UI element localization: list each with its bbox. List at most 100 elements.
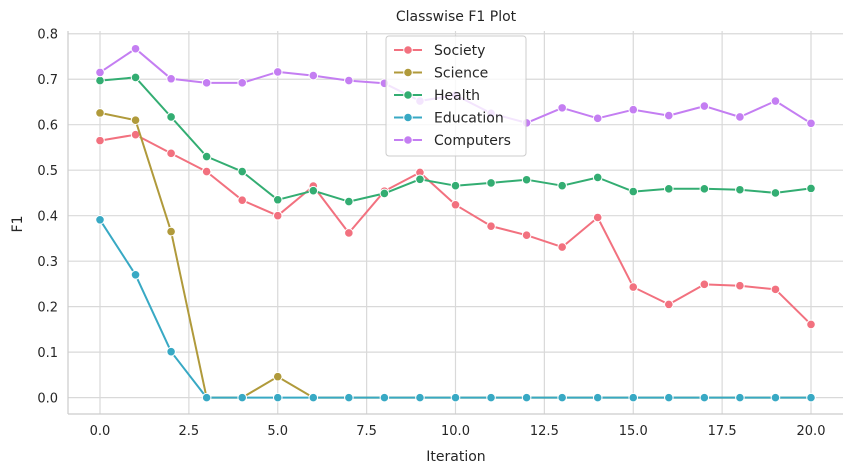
- data-point-health: [592, 172, 603, 183]
- data-point-computers: [770, 96, 781, 106]
- tick-labels: 0.0 2.5 5.0 7.5 10.0 12.5 15.0 17.5 20.0 0.0 0.1 0.…: [37, 28, 825, 439]
- data-point-health: [699, 184, 710, 194]
- data-point-education: [628, 392, 639, 403]
- data-point-health: [557, 180, 567, 191]
- legend-item-society: Society: [394, 43, 485, 59]
- data-point-society: [450, 199, 461, 210]
- data-point-society: [699, 279, 710, 290]
- data-point-society: [628, 282, 639, 292]
- x-tick-label: 20.0: [797, 424, 826, 439]
- x-tick-label: 12.5: [530, 424, 559, 439]
- data-point-education: [166, 346, 176, 357]
- data-point-education: [130, 270, 141, 280]
- data-point-society: [557, 242, 567, 252]
- data-point-science: [166, 226, 176, 237]
- data-point-computers: [557, 103, 567, 113]
- data-point-computers: [699, 101, 710, 111]
- data-point-computers: [237, 78, 247, 88]
- data-point-education: [201, 392, 212, 403]
- data-point-society: [95, 135, 105, 146]
- x-tick-label: 7.5: [356, 424, 377, 439]
- data-point-society: [166, 148, 176, 159]
- data-point-science: [272, 371, 283, 382]
- data-point-education: [735, 392, 745, 403]
- data-point-society: [272, 210, 283, 221]
- data-point-health: [308, 185, 319, 196]
- axes: [67, 31, 843, 415]
- data-point-society: [735, 280, 745, 291]
- legend-label: Computers: [434, 133, 511, 149]
- y-tick-label: 0.0: [37, 392, 58, 407]
- data-point-education: [415, 392, 425, 403]
- data-point-education: [557, 392, 567, 403]
- y-tick-label: 0.3: [37, 255, 58, 270]
- data-point-education: [521, 392, 532, 403]
- x-tick-label: 5.0: [267, 424, 288, 439]
- data-point-computers: [592, 113, 603, 124]
- legend-label: Science: [434, 66, 488, 82]
- data-point-health: [272, 194, 283, 205]
- data-point-health: [166, 112, 176, 122]
- data-point-education: [806, 392, 816, 403]
- y-tick-label: 0.4: [37, 210, 58, 225]
- data-point-computers: [201, 78, 212, 88]
- data-point-education: [699, 392, 710, 403]
- data-point-health: [486, 178, 496, 188]
- data-point-health: [415, 174, 425, 185]
- data-point-health: [664, 184, 674, 194]
- legend-item-computers: Computers: [394, 133, 511, 149]
- series-lines: [95, 43, 816, 403]
- legend-marker: [403, 67, 413, 78]
- data-point-education: [272, 392, 283, 403]
- legend-item-science: Science: [394, 66, 488, 82]
- data-point-health: [735, 184, 745, 195]
- data-point-science: [95, 108, 105, 118]
- legend-label: Health: [434, 88, 480, 104]
- data-point-society: [806, 319, 816, 330]
- y-tick-label: 0.7: [37, 73, 58, 88]
- y-tick-label: 0.1: [37, 346, 58, 361]
- data-point-computers: [166, 73, 176, 84]
- data-point-education: [486, 392, 496, 403]
- data-point-society: [344, 228, 354, 238]
- legend-box: [385, 35, 527, 157]
- data-point-health: [450, 180, 461, 191]
- data-point-society: [592, 212, 603, 223]
- legend-label: Society: [434, 43, 485, 59]
- data-point-computers: [344, 75, 354, 86]
- data-point-education: [664, 392, 674, 403]
- data-point-health: [806, 183, 816, 194]
- data-point-education: [450, 392, 461, 403]
- x-tick-label: 17.5: [708, 424, 737, 439]
- x-tick-label: 10.0: [441, 424, 470, 439]
- legend-marker: [403, 90, 413, 100]
- data-point-computers: [95, 67, 105, 78]
- data-point-health: [379, 188, 390, 199]
- data-point-health: [237, 166, 247, 177]
- chart-title: Classwise F1 Plot: [396, 9, 517, 25]
- data-point-computers: [308, 70, 319, 81]
- data-point-society: [521, 230, 532, 241]
- data-point-science: [130, 115, 141, 125]
- data-point-society: [664, 299, 674, 310]
- data-point-society: [201, 166, 212, 177]
- data-point-education: [770, 392, 781, 403]
- x-tick-label: 2.5: [179, 424, 200, 439]
- legend: Society Science Health Education Computers: [385, 35, 527, 157]
- y-tick-label: 0.2: [37, 301, 58, 316]
- data-point-computers: [806, 118, 816, 129]
- data-point-society: [237, 195, 247, 206]
- x-tick-label: 15.0: [619, 424, 648, 439]
- data-point-education: [379, 392, 390, 403]
- legend-item-education: Education: [394, 111, 504, 127]
- data-point-education: [592, 392, 603, 403]
- data-point-education: [237, 392, 247, 403]
- y-tick-label: 0.6: [37, 119, 58, 134]
- legend-marker: [403, 112, 413, 123]
- data-point-health: [344, 196, 354, 207]
- x-tick-label: 0.0: [90, 424, 111, 439]
- data-point-health: [770, 188, 781, 198]
- data-point-education: [344, 392, 354, 403]
- y-tick-label: 0.5: [37, 164, 58, 179]
